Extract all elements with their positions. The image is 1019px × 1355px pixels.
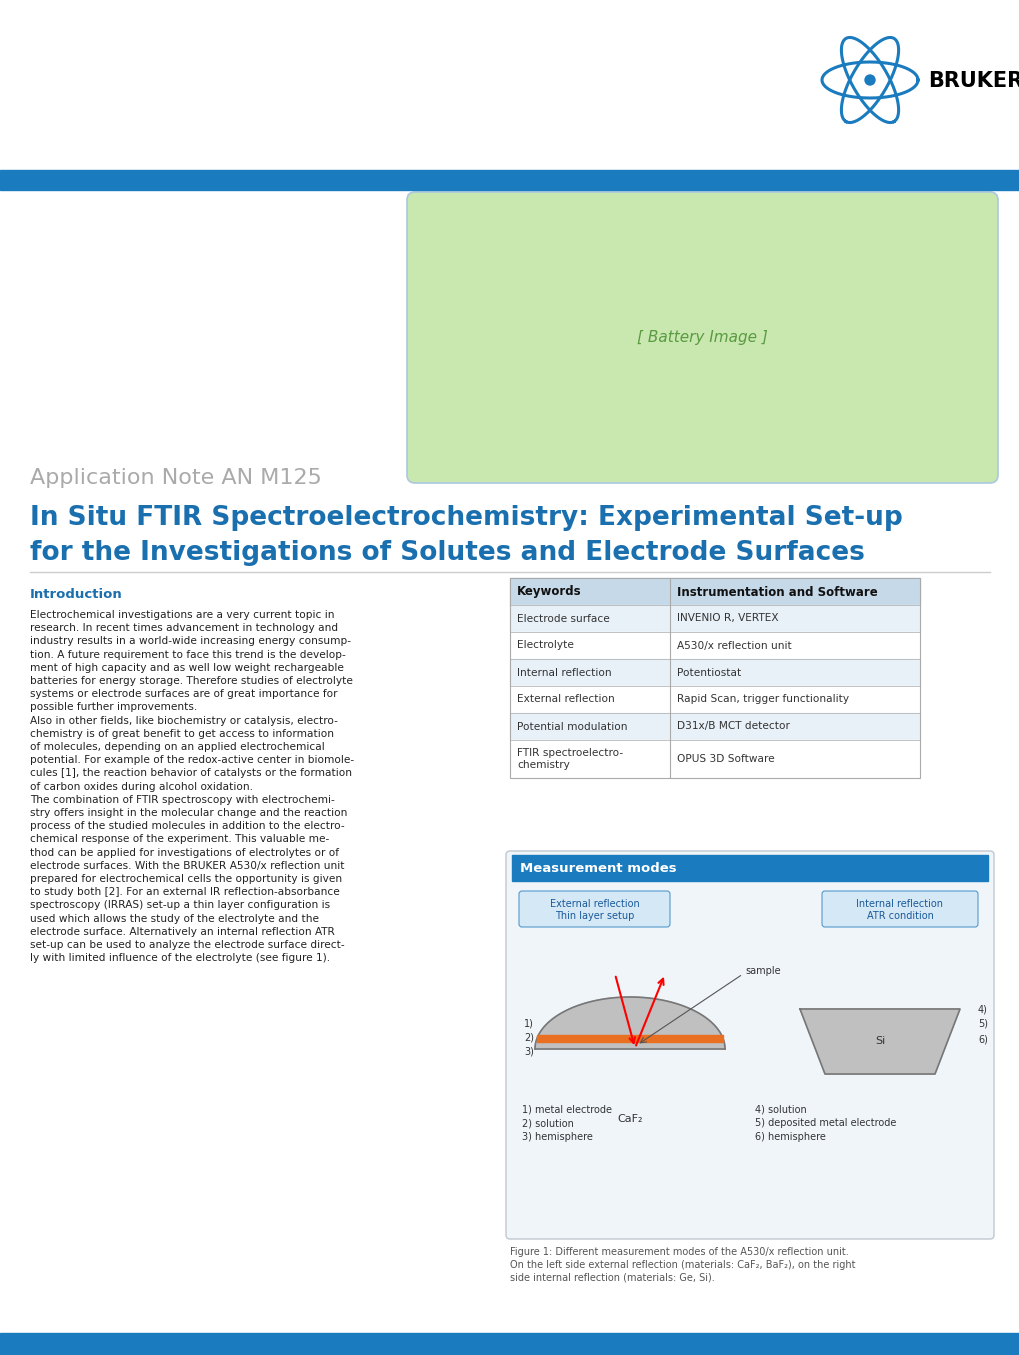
Text: to study both [2]. For an external IR reflection-absorbance: to study both [2]. For an external IR re… <box>30 888 339 897</box>
Text: side internal reflection (materials: Ge, Si).: side internal reflection (materials: Ge,… <box>510 1272 714 1283</box>
Text: of carbon oxides during alcohol oxidation.: of carbon oxides during alcohol oxidatio… <box>30 782 253 791</box>
Text: 5) deposited metal electrode: 5) deposited metal electrode <box>754 1118 896 1127</box>
Text: set-up can be used to analyze the electrode surface direct-: set-up can be used to analyze the electr… <box>30 940 344 950</box>
Bar <box>0 169 1019 190</box>
Text: 6): 6) <box>977 1034 987 1043</box>
Text: used which allows the study of the electrolyte and the: used which allows the study of the elect… <box>30 913 319 924</box>
Text: chemistry is of great benefit to get access to information: chemistry is of great benefit to get acc… <box>30 729 333 738</box>
Bar <box>510 740 919 778</box>
Text: cules [1], the reaction behavior of catalysts or the formation: cules [1], the reaction behavior of cata… <box>30 768 352 778</box>
Text: Figure 1: Different measurement modes of the A530/x reflection unit.: Figure 1: Different measurement modes of… <box>510 1247 848 1257</box>
Text: thod can be applied for investigations of electrolytes or of: thod can be applied for investigations o… <box>30 848 338 858</box>
Text: of molecules, depending on an applied electrochemical: of molecules, depending on an applied el… <box>30 743 324 752</box>
Bar <box>0 1333 1019 1355</box>
Text: Electrode surface: Electrode surface <box>517 614 609 623</box>
Text: Application Note AN M125: Application Note AN M125 <box>30 467 322 488</box>
Bar <box>510 604 919 631</box>
Text: for the Investigations of Solutes and Electrode Surfaces: for the Investigations of Solutes and El… <box>30 541 864 566</box>
FancyBboxPatch shape <box>519 892 669 927</box>
Text: Internal reflection
ATR condition: Internal reflection ATR condition <box>856 900 943 921</box>
Polygon shape <box>535 997 725 1049</box>
Bar <box>510 579 919 604</box>
Text: INVENIO R, VERTEX: INVENIO R, VERTEX <box>677 614 777 623</box>
Text: 3): 3) <box>524 1047 533 1057</box>
FancyBboxPatch shape <box>407 192 997 482</box>
Text: The combination of FTIR spectroscopy with electrochemi-: The combination of FTIR spectroscopy wit… <box>30 795 334 805</box>
Text: ment of high capacity and as well low weight rechargeable: ment of high capacity and as well low we… <box>30 663 343 673</box>
Text: stry offers insight in the molecular change and the reaction: stry offers insight in the molecular cha… <box>30 808 347 818</box>
Text: Introduction: Introduction <box>30 588 122 602</box>
Text: 4): 4) <box>977 1004 987 1014</box>
Text: sample: sample <box>744 966 780 976</box>
Text: 3) hemisphere: 3) hemisphere <box>522 1131 592 1142</box>
Text: electrode surfaces. With the BRUKER A530/x reflection unit: electrode surfaces. With the BRUKER A530… <box>30 860 344 871</box>
Bar <box>510 686 919 713</box>
Text: ly with limited influence of the electrolyte (see figure 1).: ly with limited influence of the electro… <box>30 953 330 963</box>
Text: tion. A future requirement to face this trend is the develop-: tion. A future requirement to face this … <box>30 649 345 660</box>
FancyBboxPatch shape <box>505 851 994 1238</box>
Text: Potential modulation: Potential modulation <box>517 721 627 732</box>
Text: Electrolyte: Electrolyte <box>517 641 574 650</box>
Text: On the left side external reflection (materials: CaF₂, BaF₂), on the right: On the left side external reflection (ma… <box>510 1260 855 1270</box>
Text: OPUS 3D Software: OPUS 3D Software <box>677 753 773 764</box>
Text: Potentiostat: Potentiostat <box>677 668 741 678</box>
Text: chemical response of the experiment. This valuable me-: chemical response of the experiment. Thi… <box>30 835 329 844</box>
Text: spectroscopy (IRRAS) set-up a thin layer configuration is: spectroscopy (IRRAS) set-up a thin layer… <box>30 901 330 911</box>
Text: 1) metal electrode: 1) metal electrode <box>522 1104 611 1114</box>
Text: Measurement modes: Measurement modes <box>520 863 676 875</box>
Text: 4) solution: 4) solution <box>754 1104 806 1114</box>
Text: prepared for electrochemical cells the opportunity is given: prepared for electrochemical cells the o… <box>30 874 341 883</box>
Text: research. In recent times advancement in technology and: research. In recent times advancement in… <box>30 623 337 633</box>
Bar <box>510 631 919 659</box>
Text: 2) solution: 2) solution <box>522 1118 574 1127</box>
Text: Si: Si <box>874 1037 884 1046</box>
FancyBboxPatch shape <box>821 892 977 927</box>
Bar <box>512 855 987 881</box>
Text: Also in other fields, like biochemistry or catalysis, electro-: Also in other fields, like biochemistry … <box>30 715 337 725</box>
Text: Rapid Scan, trigger functionality: Rapid Scan, trigger functionality <box>677 695 848 705</box>
Text: CaF₂: CaF₂ <box>616 1114 642 1125</box>
Text: 1): 1) <box>524 1019 533 1028</box>
Text: industry results in a world-wide increasing energy consump-: industry results in a world-wide increas… <box>30 637 351 646</box>
Text: Internal reflection: Internal reflection <box>517 668 611 678</box>
Text: A530/x reflection unit: A530/x reflection unit <box>677 641 791 650</box>
Polygon shape <box>799 1009 959 1075</box>
Text: process of the studied molecules in addition to the electro-: process of the studied molecules in addi… <box>30 821 344 831</box>
Text: Instrumentation and Software: Instrumentation and Software <box>677 585 877 599</box>
Bar <box>510 579 919 778</box>
Text: electrode surface. Alternatively an internal reflection ATR: electrode surface. Alternatively an inte… <box>30 927 334 936</box>
Text: possible further improvements.: possible further improvements. <box>30 702 197 713</box>
Text: 2): 2) <box>524 1033 534 1043</box>
Text: batteries for energy storage. Therefore studies of electrolyte: batteries for energy storage. Therefore … <box>30 676 353 686</box>
Text: systems or electrode surfaces are of great importance for: systems or electrode surfaces are of gre… <box>30 690 337 699</box>
Bar <box>536 1035 722 1042</box>
Text: FTIR spectroelectro-: FTIR spectroelectro- <box>517 748 623 757</box>
Bar <box>510 713 919 740</box>
Text: potential. For example of the redox-active center in biomole-: potential. For example of the redox-acti… <box>30 755 354 766</box>
Text: 5): 5) <box>977 1019 987 1028</box>
Text: External reflection
Thin layer setup: External reflection Thin layer setup <box>549 900 639 921</box>
Text: In Situ FTIR Spectroelectrochemistry: Experimental Set-up: In Situ FTIR Spectroelectrochemistry: Ex… <box>30 505 902 531</box>
Text: Electrochemical investigations are a very current topic in: Electrochemical investigations are a ver… <box>30 610 334 621</box>
Text: External reflection: External reflection <box>517 695 614 705</box>
Text: BRUKER: BRUKER <box>927 70 1019 91</box>
Bar <box>510 659 919 686</box>
Text: D31x/B MCT detector: D31x/B MCT detector <box>677 721 789 732</box>
Text: [ Battery Image ]: [ Battery Image ] <box>637 331 767 346</box>
Text: 6) hemisphere: 6) hemisphere <box>754 1131 825 1142</box>
Text: chemistry: chemistry <box>517 760 570 770</box>
Text: Keywords: Keywords <box>517 585 581 599</box>
Circle shape <box>864 75 874 85</box>
